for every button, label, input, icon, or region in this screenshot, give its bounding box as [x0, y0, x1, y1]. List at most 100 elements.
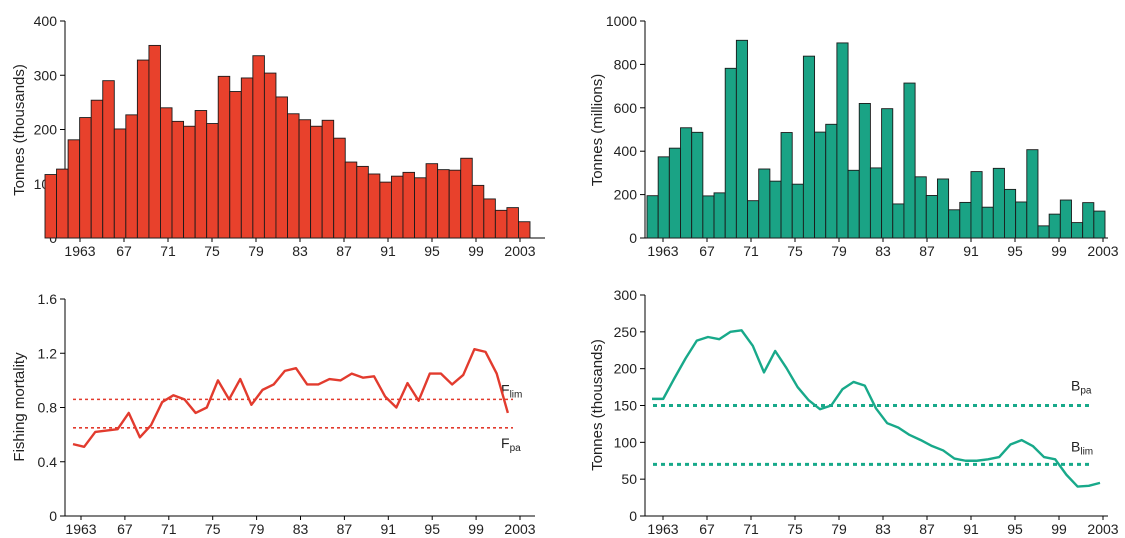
x-tick-label: 2003: [504, 521, 535, 537]
bar: [333, 137, 346, 239]
y-tick-label: 800: [614, 56, 638, 72]
chart-panel-catch-bar: 010020030040019636771757983879195992003T…: [11, 13, 545, 259]
bar: [67, 139, 81, 239]
x-tick-label: 1963: [647, 243, 678, 259]
bar: [194, 110, 208, 239]
x-tick-label: 71: [160, 243, 176, 259]
bar: [402, 171, 415, 239]
bar: [747, 200, 760, 239]
x-tick-label: 75: [787, 243, 803, 259]
x-tick-label: 99: [1051, 243, 1067, 259]
bar: [680, 127, 693, 239]
reference-line-label: Flim: [501, 381, 522, 400]
x-tick-label: 87: [336, 243, 352, 259]
reference-line-label: Bpa: [1071, 378, 1092, 397]
x-tick-label: 79: [249, 521, 265, 537]
x-tick-label: 91: [381, 521, 397, 537]
y-tick-label: 0: [49, 508, 57, 524]
y-tick-label: 0: [629, 230, 637, 246]
bar: [506, 207, 519, 239]
bar: [858, 103, 871, 239]
x-tick-label: 71: [161, 521, 177, 537]
bar: [1004, 188, 1017, 239]
bar: [494, 209, 508, 239]
bar: [668, 147, 681, 239]
bar: [113, 128, 127, 239]
bar: [881, 108, 894, 239]
bar: [780, 132, 793, 239]
x-tick-label: 1963: [65, 521, 96, 537]
x-tick-label: 75: [205, 521, 221, 537]
y-tick-label: 100: [614, 434, 638, 450]
bar: [702, 195, 715, 239]
bar: [959, 201, 972, 239]
y-tick-label: 250: [614, 324, 638, 340]
x-tick-label: 67: [117, 521, 133, 537]
x-tick-label: 99: [468, 243, 484, 259]
x-tick-label: 79: [831, 243, 847, 259]
bar: [791, 183, 804, 239]
bar: [1082, 202, 1095, 239]
y-tick-label: 0.8: [38, 400, 58, 416]
reference-label-main: F: [501, 435, 510, 451]
bar: [802, 55, 816, 239]
y-tick-label: 300: [614, 287, 638, 303]
bar: [825, 123, 838, 239]
bar: [171, 120, 185, 239]
bar: [1026, 149, 1039, 239]
x-tick-label: 67: [116, 243, 132, 259]
y-tick-label: 1.6: [38, 291, 58, 307]
bar: [903, 82, 916, 239]
y-tick-label: 400: [614, 143, 638, 159]
x-tick-label: 91: [380, 243, 396, 259]
y-tick-label: 300: [34, 67, 58, 83]
x-tick-label: 1963: [647, 521, 678, 537]
bar: [125, 114, 138, 239]
bar: [390, 175, 404, 239]
x-tick-label: 2003: [1087, 521, 1118, 537]
bar: [437, 169, 450, 239]
bar: [657, 156, 670, 239]
y-axis-label: Tonnes (millions): [589, 74, 606, 187]
y-tick-label: 50: [621, 471, 637, 487]
bar: [240, 77, 254, 239]
x-tick-label: 91: [963, 243, 979, 259]
bar: [414, 177, 427, 239]
y-axis-label: Tonnes (thousands): [589, 339, 606, 471]
bar: [1037, 225, 1050, 239]
bar: [148, 44, 161, 239]
x-tick-label: 99: [1051, 521, 1067, 537]
x-tick-label: 2003: [504, 243, 535, 259]
series-line: [72, 347, 510, 449]
x-tick-label: 2003: [1087, 243, 1118, 259]
x-tick-label: 95: [424, 243, 440, 259]
x-tick-label: 75: [787, 521, 803, 537]
x-tick-label: 83: [875, 521, 891, 537]
bar: [992, 167, 1005, 239]
x-tick-label: 87: [919, 243, 935, 259]
chart-panel-fishing-mortality-line: 0 0.4 0.8 1.2 1.6 1963 67 71 75 79 83 87 91 95 99 2003 F…: [11, 291, 536, 537]
bar: [425, 163, 439, 239]
chart-panel-biomass-line: 0 50 100 150 200 250 300 1963 67 71 75 79 83 87 91 95 99…: [589, 287, 1119, 537]
bar: [344, 161, 358, 239]
bar: [869, 167, 883, 239]
bar: [263, 72, 277, 239]
bar: [769, 180, 782, 239]
bar: [936, 178, 950, 239]
bar: [160, 107, 173, 239]
y-tick-label: 1000: [606, 13, 637, 29]
bar: [206, 123, 219, 239]
bar: [847, 169, 860, 239]
reference-label-main: F: [501, 381, 510, 397]
reference-label-sub: lim: [1080, 446, 1093, 457]
bar: [217, 75, 231, 239]
bar: [102, 80, 115, 239]
x-tick-label: 79: [248, 243, 264, 259]
bar: [892, 203, 905, 239]
x-tick-label: 99: [468, 521, 484, 537]
reference-label-sub: pa: [1080, 386, 1092, 397]
x-tick-label: 95: [424, 521, 440, 537]
bar: [44, 174, 58, 239]
bar: [970, 171, 983, 239]
